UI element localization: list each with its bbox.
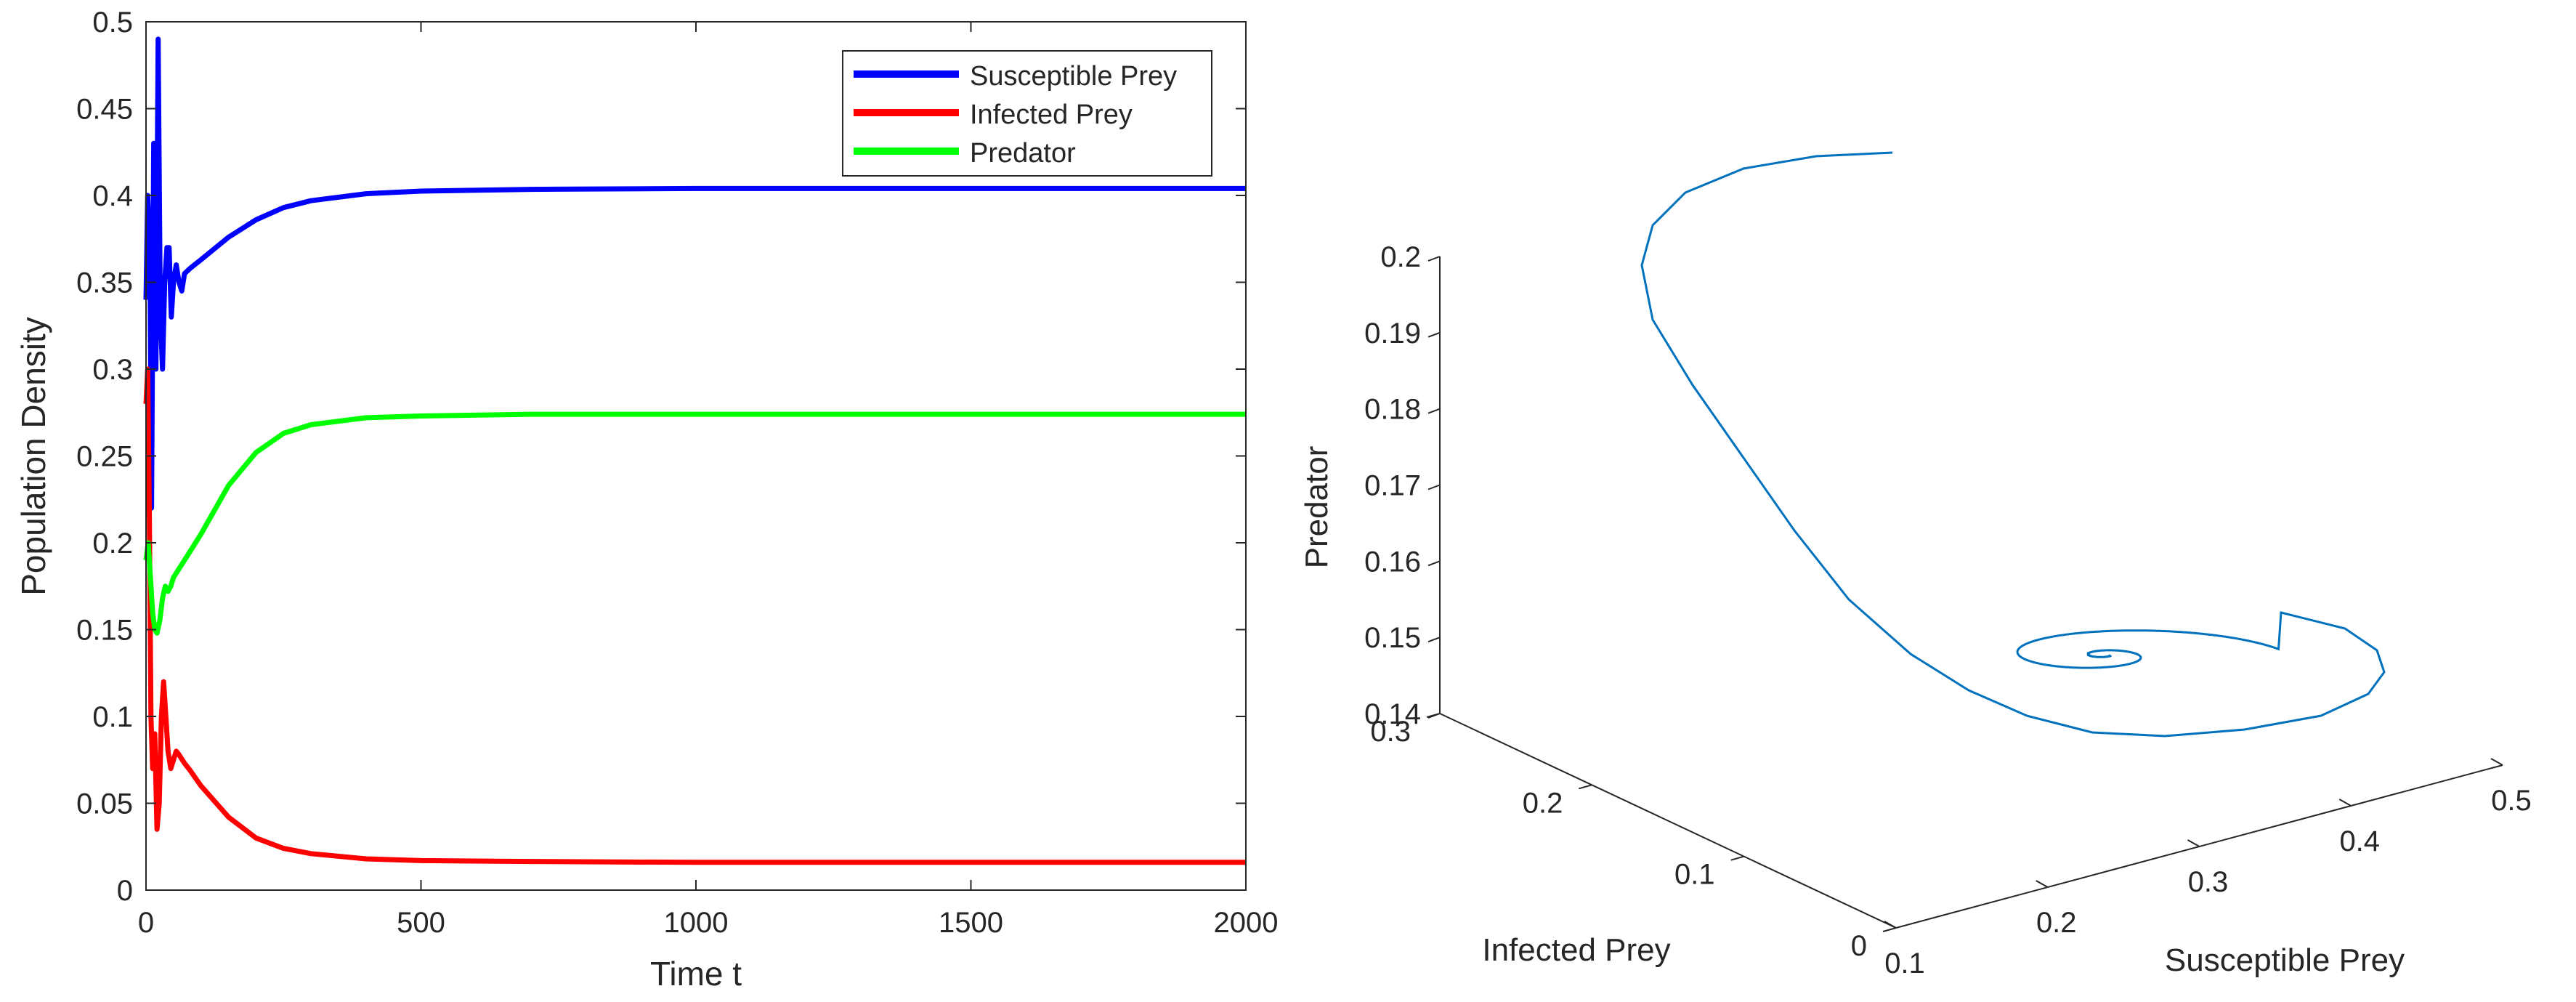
- axis-ticks: 0 500 1000 1500 2000 0 0.05 0.1 0.15 0.2 0.25 0.3 0.…: [76, 7, 1278, 939]
- legend-label-predator: Predator: [970, 138, 1076, 169]
- y-axis-label: Population Density: [15, 317, 52, 596]
- x-axis-label-3d: Susceptible Prey: [2165, 942, 2405, 978]
- z-tick: [1427, 256, 1441, 262]
- time-series-chart: 0 500 1000 1500 2000 0 0.05 0.1 0.15 0.2 0.25 0.3 0.…: [15, 7, 1278, 993]
- series-line-0: [143, 36, 1246, 511]
- y-tick-label: 0.5: [92, 7, 133, 39]
- x-tick-label-3d: 0.2: [2036, 907, 2077, 939]
- legend[interactable]: Susceptible Prey Infected Prey Predator: [842, 50, 1212, 177]
- y-tick-3d: [1426, 713, 1441, 718]
- series-line-1: [143, 366, 1246, 865]
- infected-axis-line: [1439, 713, 1897, 929]
- x-tick-label-3d: 0.1: [1884, 948, 1925, 979]
- x-axis-label: Time t: [650, 955, 742, 993]
- x-tick-label: 1000: [664, 907, 729, 939]
- legend-label-infected: Infected Prey: [970, 100, 1133, 130]
- y-tick-label-3d: 0.3: [1370, 716, 1411, 748]
- y-tick-label: 0.05: [76, 788, 133, 820]
- y-tick-3d: [1579, 784, 1592, 790]
- y-tick-label-3d: 0: [1851, 930, 1867, 962]
- x-tick-3d: [2490, 758, 2503, 766]
- z-tick-label: 0.16: [1364, 546, 1421, 578]
- x-tick-label: 2000: [1214, 907, 1279, 939]
- trajectory-line: [1640, 151, 2386, 738]
- y-tick-label: 0.1: [92, 701, 133, 733]
- z-tick-label: 0.19: [1364, 318, 1421, 350]
- x-tick-label-3d: 0.4: [2339, 825, 2380, 857]
- y-tick-label-3d: 0.1: [1674, 859, 1715, 891]
- legend-label-susceptible: Susceptible Prey: [970, 61, 1177, 92]
- y-tick-label: 0.4: [92, 180, 133, 212]
- x-tick-3d: [2338, 799, 2352, 807]
- y-axis-label-3d: Infected Prey: [1482, 932, 1670, 968]
- x-tick-label: 1500: [939, 907, 1003, 939]
- x-tick-3d: [1884, 921, 1897, 929]
- y-tick-3d: [1730, 855, 1744, 861]
- y-tick-label: 0.35: [76, 267, 133, 299]
- z-tick: [1427, 484, 1441, 490]
- axis-ticks-3d: 0.14 0.15 0.16 0.17 0.18 0.19 0.2 0 0.1 0.2 0.3 0.1…: [1364, 241, 2532, 979]
- x-tick-label: 500: [397, 907, 445, 939]
- x-tick-label-3d: 0.5: [2491, 785, 2532, 817]
- x-tick-label: 0: [138, 907, 154, 939]
- y-tick-label-3d: 0.2: [1523, 787, 1563, 819]
- y-tick-label: 0.2: [92, 528, 133, 559]
- y-tick-label: 0.15: [76, 615, 133, 647]
- z-tick-label: 0.18: [1364, 394, 1421, 426]
- x-tick-3d: [2036, 880, 2049, 888]
- x-tick-label-3d: 0.3: [2188, 866, 2229, 898]
- z-tick-label: 0.14: [1364, 698, 1421, 730]
- z-axis-label: Predator: [1299, 446, 1334, 569]
- z-tick-label: 0.15: [1364, 622, 1421, 654]
- y-tick-label: 0: [117, 875, 133, 907]
- y-tick-label: 0.25: [76, 441, 133, 473]
- x-tick-3d: [2187, 839, 2200, 847]
- z-tick: [1427, 560, 1441, 567]
- y-tick-label: 0.45: [76, 94, 133, 126]
- z-tick: [1427, 408, 1441, 414]
- y-tick-label: 0.3: [92, 354, 133, 386]
- y-tick-3d: [1882, 927, 1897, 932]
- phase-portrait-3d: 0.14 0.15 0.16 0.17 0.18 0.19 0.2 0 0.1 0.2 0.3 0.1…: [1299, 151, 2532, 979]
- z-tick: [1427, 331, 1441, 338]
- z-tick: [1427, 637, 1441, 643]
- z-tick-label: 0.17: [1364, 470, 1421, 502]
- z-tick-label: 0.2: [1380, 241, 1421, 273]
